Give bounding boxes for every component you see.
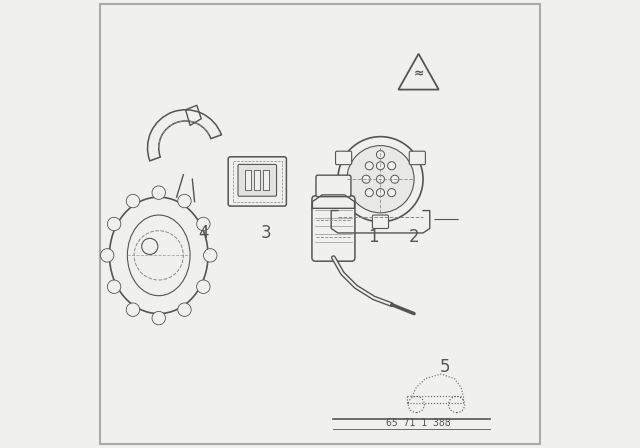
Circle shape <box>376 151 385 159</box>
FancyBboxPatch shape <box>335 151 352 165</box>
Ellipse shape <box>109 197 208 314</box>
Circle shape <box>178 194 191 208</box>
FancyBboxPatch shape <box>316 175 351 197</box>
FancyBboxPatch shape <box>409 151 426 165</box>
Text: ≈: ≈ <box>413 67 424 81</box>
Circle shape <box>152 311 165 325</box>
Circle shape <box>365 189 373 197</box>
FancyBboxPatch shape <box>238 164 276 196</box>
Circle shape <box>126 194 140 208</box>
Circle shape <box>178 303 191 316</box>
Bar <box>254 170 260 190</box>
Text: 3: 3 <box>261 224 271 242</box>
Circle shape <box>388 162 396 170</box>
Polygon shape <box>398 54 439 90</box>
FancyBboxPatch shape <box>228 157 287 206</box>
Circle shape <box>365 162 373 170</box>
Ellipse shape <box>127 215 190 296</box>
Circle shape <box>108 280 121 293</box>
FancyBboxPatch shape <box>312 196 355 261</box>
Circle shape <box>376 162 385 170</box>
Circle shape <box>338 137 423 222</box>
Bar <box>233 161 282 202</box>
Wedge shape <box>148 110 221 161</box>
Circle shape <box>152 186 166 199</box>
Circle shape <box>100 249 114 262</box>
Circle shape <box>196 280 210 293</box>
Circle shape <box>391 175 399 183</box>
Circle shape <box>347 146 414 213</box>
Circle shape <box>141 238 158 254</box>
Text: 1: 1 <box>369 228 379 246</box>
Circle shape <box>126 303 140 316</box>
Circle shape <box>196 217 210 231</box>
Circle shape <box>408 396 424 413</box>
Circle shape <box>376 189 385 197</box>
Circle shape <box>388 189 396 197</box>
Circle shape <box>362 175 370 183</box>
Text: 5: 5 <box>440 358 451 376</box>
Circle shape <box>108 217 121 231</box>
Circle shape <box>376 175 385 183</box>
Circle shape <box>204 249 217 262</box>
Text: 4: 4 <box>198 224 209 242</box>
Circle shape <box>449 396 465 413</box>
FancyBboxPatch shape <box>372 215 388 228</box>
Bar <box>263 170 269 190</box>
Bar <box>245 170 252 190</box>
Text: 65 71 1 388: 65 71 1 388 <box>387 418 451 428</box>
Text: 2: 2 <box>409 228 419 246</box>
